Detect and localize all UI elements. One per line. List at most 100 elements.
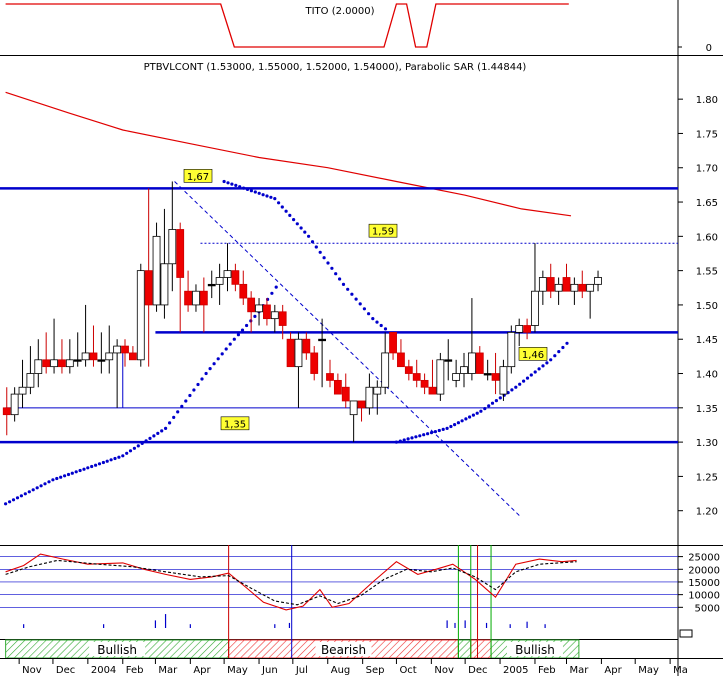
sar-dot xyxy=(238,185,242,189)
sar-dot xyxy=(4,502,8,506)
sar-dot xyxy=(101,460,105,465)
candle-body xyxy=(483,373,492,376)
price-y-tick-label: 1.40 xyxy=(696,370,718,381)
candle-body xyxy=(263,304,271,320)
sar-dot xyxy=(160,429,164,433)
candle-body xyxy=(412,373,421,381)
sar-dot xyxy=(322,256,326,260)
sar-dot xyxy=(113,456,117,461)
level-label: 1,46 xyxy=(522,350,544,361)
sar-dot xyxy=(249,189,253,193)
sar-dot xyxy=(216,357,220,361)
sar-dot xyxy=(379,323,383,328)
sar-dot xyxy=(253,190,257,194)
sar-dot xyxy=(475,411,479,415)
sar-dot xyxy=(27,490,31,494)
sar-dot xyxy=(270,291,274,295)
level-label-box xyxy=(368,223,398,238)
sar-dot xyxy=(222,179,226,184)
candle-body xyxy=(192,290,200,306)
sar-dot xyxy=(338,277,342,281)
regime-label-bg xyxy=(315,642,372,656)
x-tick-label: Dec xyxy=(468,665,487,676)
sar-dot xyxy=(78,468,82,473)
candle-body xyxy=(318,338,327,342)
sar-dot xyxy=(273,197,277,201)
sar-dot xyxy=(242,186,246,190)
sar-dot xyxy=(55,476,59,481)
sar-dot xyxy=(471,413,475,417)
sar-dot xyxy=(565,341,569,345)
candle-body xyxy=(357,400,366,409)
price-y-tick-label: 1.60 xyxy=(696,232,718,243)
candle-body xyxy=(239,283,248,299)
sar-dot xyxy=(354,297,358,301)
candle-body xyxy=(460,366,468,374)
x-tick-label: Dec xyxy=(56,665,75,676)
x-tick-label: 2005 xyxy=(503,665,528,676)
sar-dot xyxy=(253,314,257,318)
sar-dot xyxy=(394,440,398,444)
sar-dot xyxy=(212,362,216,366)
sar-dot xyxy=(63,474,67,478)
sar-dot xyxy=(398,439,402,443)
x-tick-label: Aug xyxy=(331,665,351,676)
price-y-tick-label: 1.75 xyxy=(696,129,718,140)
sar-dot xyxy=(557,350,561,354)
sar-dot xyxy=(429,431,434,435)
candle-body xyxy=(121,345,129,354)
sar-dot xyxy=(518,382,522,386)
oscillator-line xyxy=(5,559,577,606)
sar-dot xyxy=(280,205,284,209)
sar-dot xyxy=(367,312,371,316)
sar-dot xyxy=(422,433,426,437)
x-tick-label: May xyxy=(227,665,248,676)
candle-body xyxy=(286,338,295,368)
regime-segment xyxy=(470,639,492,659)
sar-dot xyxy=(200,377,204,381)
candle-body xyxy=(176,229,185,278)
volume-y-tick-label: 25000 xyxy=(688,553,720,564)
sar-dot xyxy=(192,388,196,392)
candle-body xyxy=(128,352,137,361)
sar-dot xyxy=(265,194,269,198)
sar-dot xyxy=(318,250,322,254)
price-y-tick-label: 1.80 xyxy=(696,95,718,106)
candle-body xyxy=(570,283,579,292)
oscillator-line xyxy=(5,553,577,611)
regime-label: Bearish xyxy=(321,643,366,657)
sar-dot xyxy=(232,337,236,341)
sar-dot xyxy=(66,472,71,477)
x-tick-label: Nov xyxy=(434,665,454,676)
sar-dot xyxy=(82,467,86,471)
sar-dot xyxy=(277,201,281,205)
sar-dot xyxy=(307,234,311,238)
volume-y-tick-label: 15000 xyxy=(688,578,720,589)
candle-body xyxy=(586,283,595,292)
candle-body xyxy=(499,366,508,395)
candle-body xyxy=(420,379,429,388)
sar-dot xyxy=(70,471,74,475)
candle-body xyxy=(302,338,311,354)
sar-dot xyxy=(414,435,418,439)
sar-dot xyxy=(514,385,518,389)
price-y-tick-label: 1.25 xyxy=(696,472,718,483)
sar-dot xyxy=(245,323,249,328)
sar-dot xyxy=(269,195,273,199)
regime-label-bg xyxy=(89,642,146,656)
sar-dot xyxy=(196,382,200,387)
price-y-tick-label: 1.35 xyxy=(696,404,718,415)
sar-dot xyxy=(180,404,184,408)
candle-body xyxy=(515,325,524,333)
volume-y-tick-label: 5000 xyxy=(695,603,720,614)
sar-dot xyxy=(220,352,224,356)
sar-dot xyxy=(334,272,338,276)
sar-dot xyxy=(236,333,240,337)
price-title: PTBVLCONT (1.53000, 1.55000, 1.52000, 1.… xyxy=(144,62,527,73)
sar-dot xyxy=(330,266,334,270)
candle-body xyxy=(404,366,413,374)
sar-dot xyxy=(299,226,303,230)
candle-body xyxy=(247,297,256,313)
candle-body xyxy=(152,235,161,306)
